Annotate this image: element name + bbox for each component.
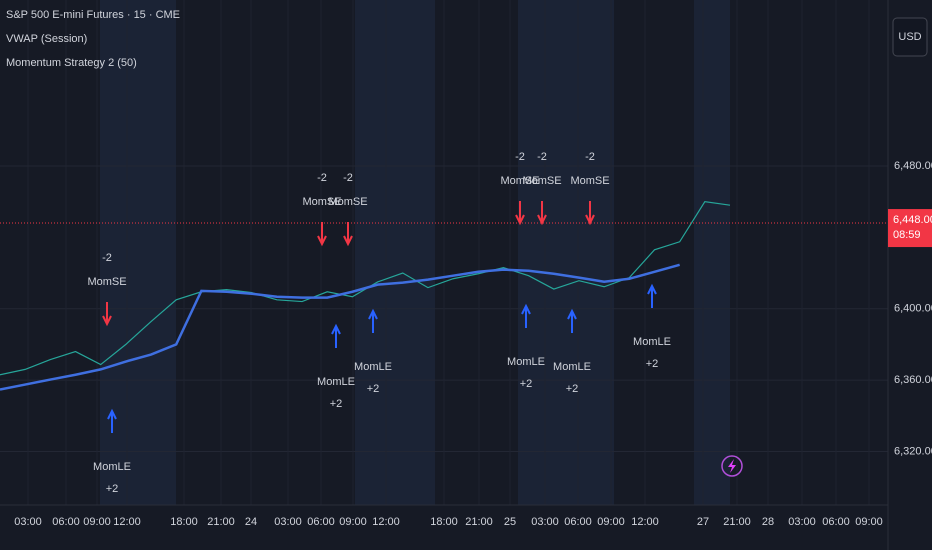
signal-arrow <box>343 222 353 247</box>
x-tick-label: 03:00 <box>531 516 559 528</box>
indicator-label: VWAP (Session) <box>6 33 87 45</box>
signal-qty: +2 <box>566 383 579 395</box>
signal-label: MomSE <box>522 175 561 187</box>
signal-qty: +2 <box>646 358 659 370</box>
chart-title: S&P 500 E-mini Futures · 15 · CME <box>6 9 180 21</box>
x-tick-label: 03:00 <box>14 516 42 528</box>
alert-icon[interactable] <box>721 455 743 477</box>
x-tick-label: 21:00 <box>723 516 751 528</box>
signal-qty: +2 <box>367 383 380 395</box>
session-band <box>518 0 614 505</box>
session-band <box>694 0 730 505</box>
x-tick-label: 09:00 <box>339 516 367 528</box>
sessions <box>100 0 730 505</box>
currency-button[interactable] <box>892 17 928 57</box>
signal-arrow <box>521 303 531 328</box>
x-tick-label: 28 <box>762 516 774 528</box>
grid <box>0 0 888 505</box>
signal-label: MomSE <box>500 175 539 187</box>
signal-arrow <box>317 222 327 247</box>
x-tick-label: 27 <box>697 516 709 528</box>
signal-label: MomSE <box>302 196 341 208</box>
currency[interactable]: USD <box>898 31 921 43</box>
x-tick-label: 25 <box>504 516 516 528</box>
signal-label: MomLE <box>317 376 355 388</box>
signal-qty: -2 <box>537 151 547 163</box>
signal-arrow <box>647 283 657 308</box>
indicator-label: Momentum Strategy 2 (50) <box>6 57 137 69</box>
plot <box>0 200 888 391</box>
signal-label: MomSE <box>328 196 367 208</box>
x-tick-label: 12:00 <box>372 516 400 528</box>
y-tick-label: 6,320.00 <box>894 445 932 457</box>
signal-qty: +2 <box>330 398 343 410</box>
x-tick-label: 24 <box>245 516 257 528</box>
signal-arrow <box>331 323 341 348</box>
signal-arrow <box>368 308 378 333</box>
signal-arrow <box>107 408 117 433</box>
x-tick-label: 21:00 <box>465 516 493 528</box>
signal-arrow <box>515 201 525 226</box>
x-tick-label: 12:00 <box>113 516 141 528</box>
signal-arrow <box>567 308 577 333</box>
signal-label: MomLE <box>507 356 545 368</box>
x-tick-label: 06:00 <box>307 516 335 528</box>
signal-qty: -2 <box>585 151 595 163</box>
current-price-box <box>888 209 932 248</box>
x-tick-label: 06:00 <box>564 516 592 528</box>
series-line <box>0 263 680 391</box>
y-tick-label: 6,360.00 <box>894 374 932 386</box>
current-price-label: 6,448.00 <box>893 214 932 226</box>
x-tick-label: 06:00 <box>822 516 850 528</box>
signal-qty: -2 <box>102 252 112 264</box>
x-tick-label: 18:00 <box>170 516 198 528</box>
signal-label: MomLE <box>553 361 591 373</box>
x-tick-label: 06:00 <box>52 516 80 528</box>
signal-arrow <box>585 201 595 226</box>
signal-qty: -2 <box>515 151 525 163</box>
x-tick-label: 03:00 <box>788 516 816 528</box>
signal-qty: +2 <box>106 483 119 495</box>
signal-label: MomSE <box>87 276 126 288</box>
session-band <box>355 0 435 505</box>
x-tick-label: 03:00 <box>274 516 302 528</box>
signal-label: MomLE <box>633 336 671 348</box>
signal-qty: +2 <box>520 378 533 390</box>
signal-arrow <box>537 201 547 226</box>
y-tick-label: 6,400.00 <box>894 303 932 315</box>
signal-label: MomLE <box>93 461 131 473</box>
signal-qty: -2 <box>317 172 327 184</box>
signal-label: MomSE <box>570 175 609 187</box>
countdown: 08:59 <box>893 229 921 241</box>
x-tick-label: 18:00 <box>430 516 458 528</box>
x-tick-label: 09:00 <box>855 516 883 528</box>
signal-arrow <box>102 302 112 327</box>
signal-label: MomLE <box>354 361 392 373</box>
y-tick-label: 6,480.00 <box>894 160 932 172</box>
alert-bolt <box>728 459 736 473</box>
x-tick-label: 21:00 <box>207 516 235 528</box>
x-tick-label: 09:00 <box>83 516 111 528</box>
x-tick-label: 09:00 <box>597 516 625 528</box>
x-tick-label: 12:00 <box>631 516 659 528</box>
signal-qty: -2 <box>343 172 353 184</box>
